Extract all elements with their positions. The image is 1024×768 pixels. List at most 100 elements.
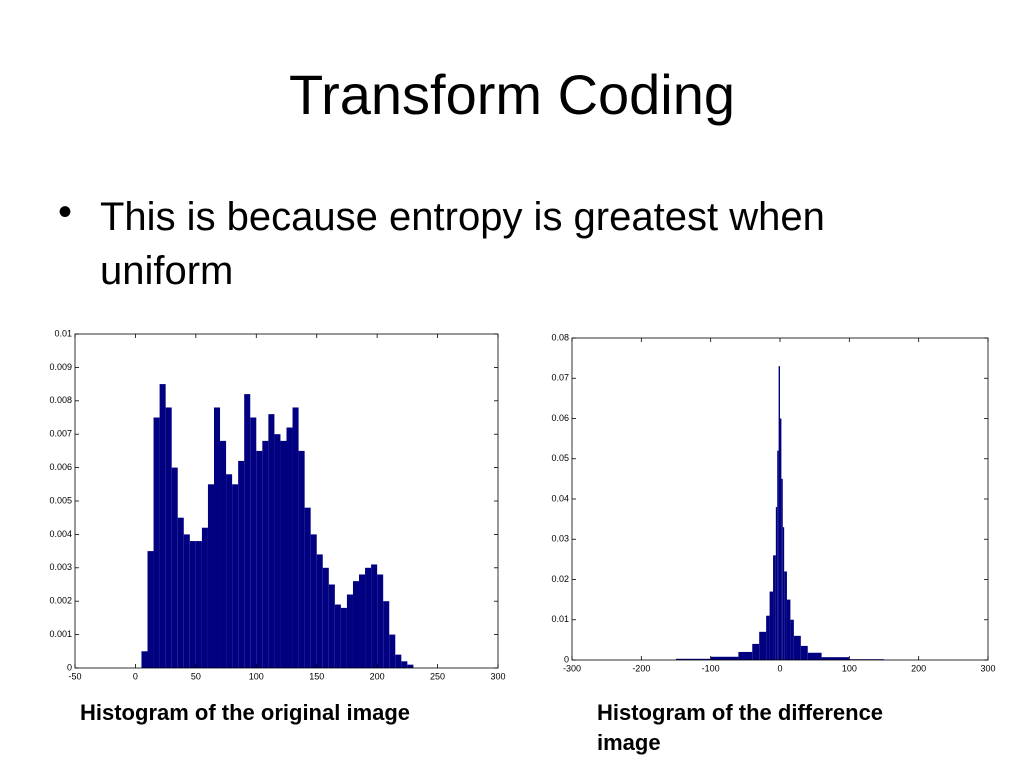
histogram-bar — [322, 567, 329, 668]
histogram-bar — [766, 615, 770, 660]
x-tick-label: -200 — [632, 663, 650, 673]
y-tick-label: 0.001 — [49, 629, 72, 639]
histogram-bar — [189, 541, 196, 668]
histogram-bar — [165, 407, 172, 668]
y-tick-label: 0.007 — [49, 429, 72, 439]
histogram-bar — [213, 407, 221, 668]
histogram-bar — [383, 601, 390, 668]
histogram-bar — [334, 604, 341, 668]
histogram-bar — [147, 551, 154, 668]
histogram-bar — [238, 460, 245, 668]
y-tick-label: 0.008 — [49, 395, 72, 405]
histogram-bar — [752, 643, 760, 660]
histogram-bar — [710, 656, 739, 660]
y-tick-label: 0.05 — [551, 453, 569, 463]
histogram-bar — [780, 418, 782, 660]
histogram-bar — [773, 555, 776, 660]
histogram-bar — [759, 631, 767, 660]
x-tick-label: 300 — [490, 671, 505, 681]
y-tick-label: 0.04 — [551, 493, 569, 503]
histogram-bar — [177, 517, 184, 668]
histogram-bar — [377, 574, 384, 668]
histogram-bar — [256, 450, 263, 668]
histogram-bar — [793, 635, 801, 660]
histogram-bar — [316, 554, 323, 668]
histogram-bar — [849, 659, 884, 660]
y-tick-label: 0.06 — [551, 413, 569, 423]
histogram-bar — [280, 440, 287, 668]
histogram-bar — [790, 619, 794, 660]
histogram-bar — [220, 440, 227, 668]
y-tick-label: 0.01 — [551, 614, 569, 624]
x-tick-label: -300 — [563, 663, 581, 673]
y-tick-label: 0.03 — [551, 534, 569, 544]
histogram-bar — [232, 484, 239, 668]
histogram-bar — [141, 651, 148, 668]
histogram-bar — [676, 658, 711, 660]
x-tick-label: 100 — [842, 663, 857, 673]
chart-caption: Histogram of the original image — [80, 700, 411, 725]
histogram-bar — [775, 507, 778, 660]
y-tick-label: 0 — [564, 654, 569, 664]
histogram-bar — [226, 474, 233, 668]
histogram-bar — [781, 478, 783, 660]
x-tick-label: -100 — [702, 663, 720, 673]
x-tick-label: 250 — [430, 671, 445, 681]
y-tick-label: 0 — [67, 662, 72, 672]
x-tick-label: 0 — [133, 671, 138, 681]
histogram-bar — [286, 427, 293, 668]
histogram-bar — [328, 584, 335, 668]
histogram-bar — [389, 634, 396, 668]
chart: 0 0.001 0.002 0.003 0.004 0.005 0.006 0.007 0.00… — [49, 328, 505, 681]
x-tick-label: 0 — [777, 663, 782, 673]
y-tick-label: 0.006 — [49, 462, 72, 472]
y-tick-label: 0.004 — [49, 529, 72, 539]
x-tick-label: 100 — [249, 671, 264, 681]
histogram-bar — [201, 527, 208, 668]
histogram-bar — [262, 440, 269, 668]
histogram-bar — [777, 450, 779, 660]
histogram-bar — [800, 645, 808, 660]
histogram-bar — [268, 414, 275, 668]
histogram-bar — [244, 394, 251, 668]
y-tick-label: 0.08 — [551, 332, 569, 342]
histogram-bar — [310, 534, 317, 668]
y-tick-label: 0.002 — [49, 596, 72, 606]
histogram-bar — [784, 571, 787, 660]
x-tick-label: 200 — [370, 671, 385, 681]
histogram-bar — [365, 567, 372, 668]
histogram-bar — [407, 664, 414, 668]
histogram-bar — [359, 574, 366, 668]
histogram-bar — [401, 661, 408, 668]
histogram-bar — [352, 581, 360, 668]
y-tick-label: 0.005 — [49, 495, 72, 505]
histogram-bar — [371, 564, 378, 668]
bullet-text: This is because entropy is greatest when… — [100, 195, 825, 293]
histogram-bar — [738, 651, 753, 660]
chart: 0 0.01 0.02 0.03 0.04 0.05 0.06 0.07 0.08 -300 -20… — [551, 332, 995, 673]
histogram-bar — [807, 652, 822, 660]
histogram-bar — [778, 366, 780, 660]
x-tick-label: -50 — [68, 671, 81, 681]
slide-title: Transform Coding — [288, 63, 736, 126]
histogram-bar — [821, 657, 850, 660]
histogram-bar — [769, 591, 774, 660]
x-tick-label: 200 — [911, 663, 926, 673]
histogram-bar — [298, 450, 305, 668]
histogram-bar — [250, 417, 257, 668]
histogram-bar — [207, 484, 214, 668]
histogram-bar — [171, 467, 178, 668]
y-tick-label: 0.009 — [49, 362, 72, 372]
x-tick-label: 50 — [191, 671, 201, 681]
histogram-bar — [153, 417, 160, 668]
chart-caption: Histogram of the difference image — [597, 700, 884, 755]
x-tick-label: 150 — [309, 671, 324, 681]
histogram-bar — [782, 527, 785, 660]
y-tick-label: 0.02 — [551, 574, 569, 584]
bullet-marker: • — [58, 190, 73, 234]
histogram-bar — [786, 599, 791, 660]
histogram-bar — [346, 594, 353, 668]
histogram-bar — [292, 407, 299, 668]
histogram-bar — [395, 654, 402, 668]
